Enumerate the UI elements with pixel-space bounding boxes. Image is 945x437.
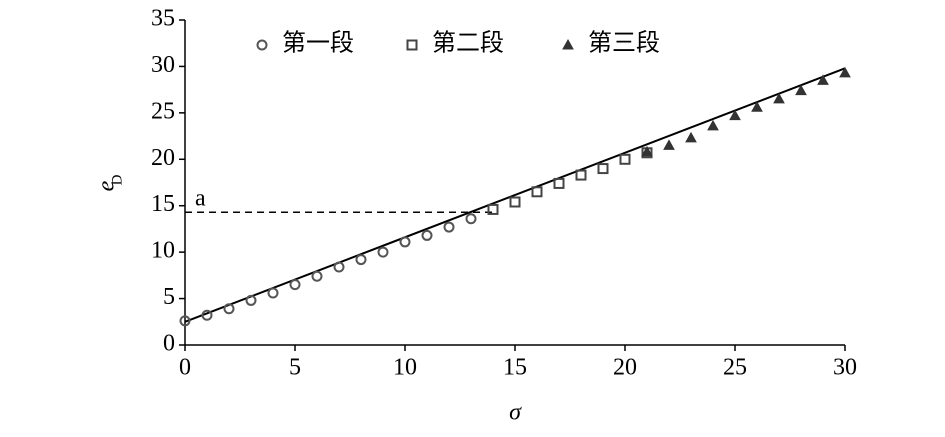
point [729,109,741,121]
point [223,303,235,315]
y-axis-label: e D [94,174,126,191]
y-tick-label: 10 [151,238,175,264]
fit-line [184,67,846,323]
x-tick-label: 15 [503,355,527,381]
point [531,186,543,198]
y-tick-label: 25 [151,98,175,124]
point [553,177,565,189]
point [421,229,433,241]
point [333,261,345,273]
point [641,145,653,157]
x-tick-label: 25 [723,355,747,381]
y-label-main: e [94,180,120,191]
legend-label: 第三段 [588,30,660,57]
y-tick-label: 5 [163,284,175,310]
y-tick-label: 15 [151,191,175,217]
y-tick-label: 20 [151,145,175,171]
point [399,236,411,248]
legend-marker [256,39,268,51]
point [751,101,763,112]
point [245,294,257,306]
legend-marker [562,38,574,50]
point [685,131,697,143]
point [311,270,323,282]
x-tick-label: 10 [393,355,417,381]
y-tick-label: 35 [151,6,175,32]
point [619,153,631,165]
x-axis-label: σ [509,400,522,426]
point [267,287,279,299]
point [773,92,785,104]
point [509,196,521,208]
point [707,119,719,131]
point [663,139,675,150]
point [355,254,367,266]
y-label-sub: D [109,174,125,185]
x-tick-label: 0 [179,355,191,381]
y-tick-label: 0 [163,331,175,357]
point [289,279,301,291]
legend-label: 第二段 [432,30,504,57]
point [839,66,851,78]
point [597,163,609,175]
point [377,246,389,258]
point [487,203,499,215]
x-tick-label: 5 [289,355,301,381]
point [201,309,213,321]
point [179,315,191,327]
point [443,221,455,233]
point [465,213,477,225]
point [575,169,587,181]
x-tick-label: 30 [833,355,857,381]
legend-marker [406,39,418,51]
y-tick-label: 30 [151,52,175,78]
legend-label: 第一段 [282,30,354,57]
point [795,84,807,96]
reference-label: a [195,186,206,212]
point [817,74,829,85]
x-tick-label: 20 [613,355,637,381]
